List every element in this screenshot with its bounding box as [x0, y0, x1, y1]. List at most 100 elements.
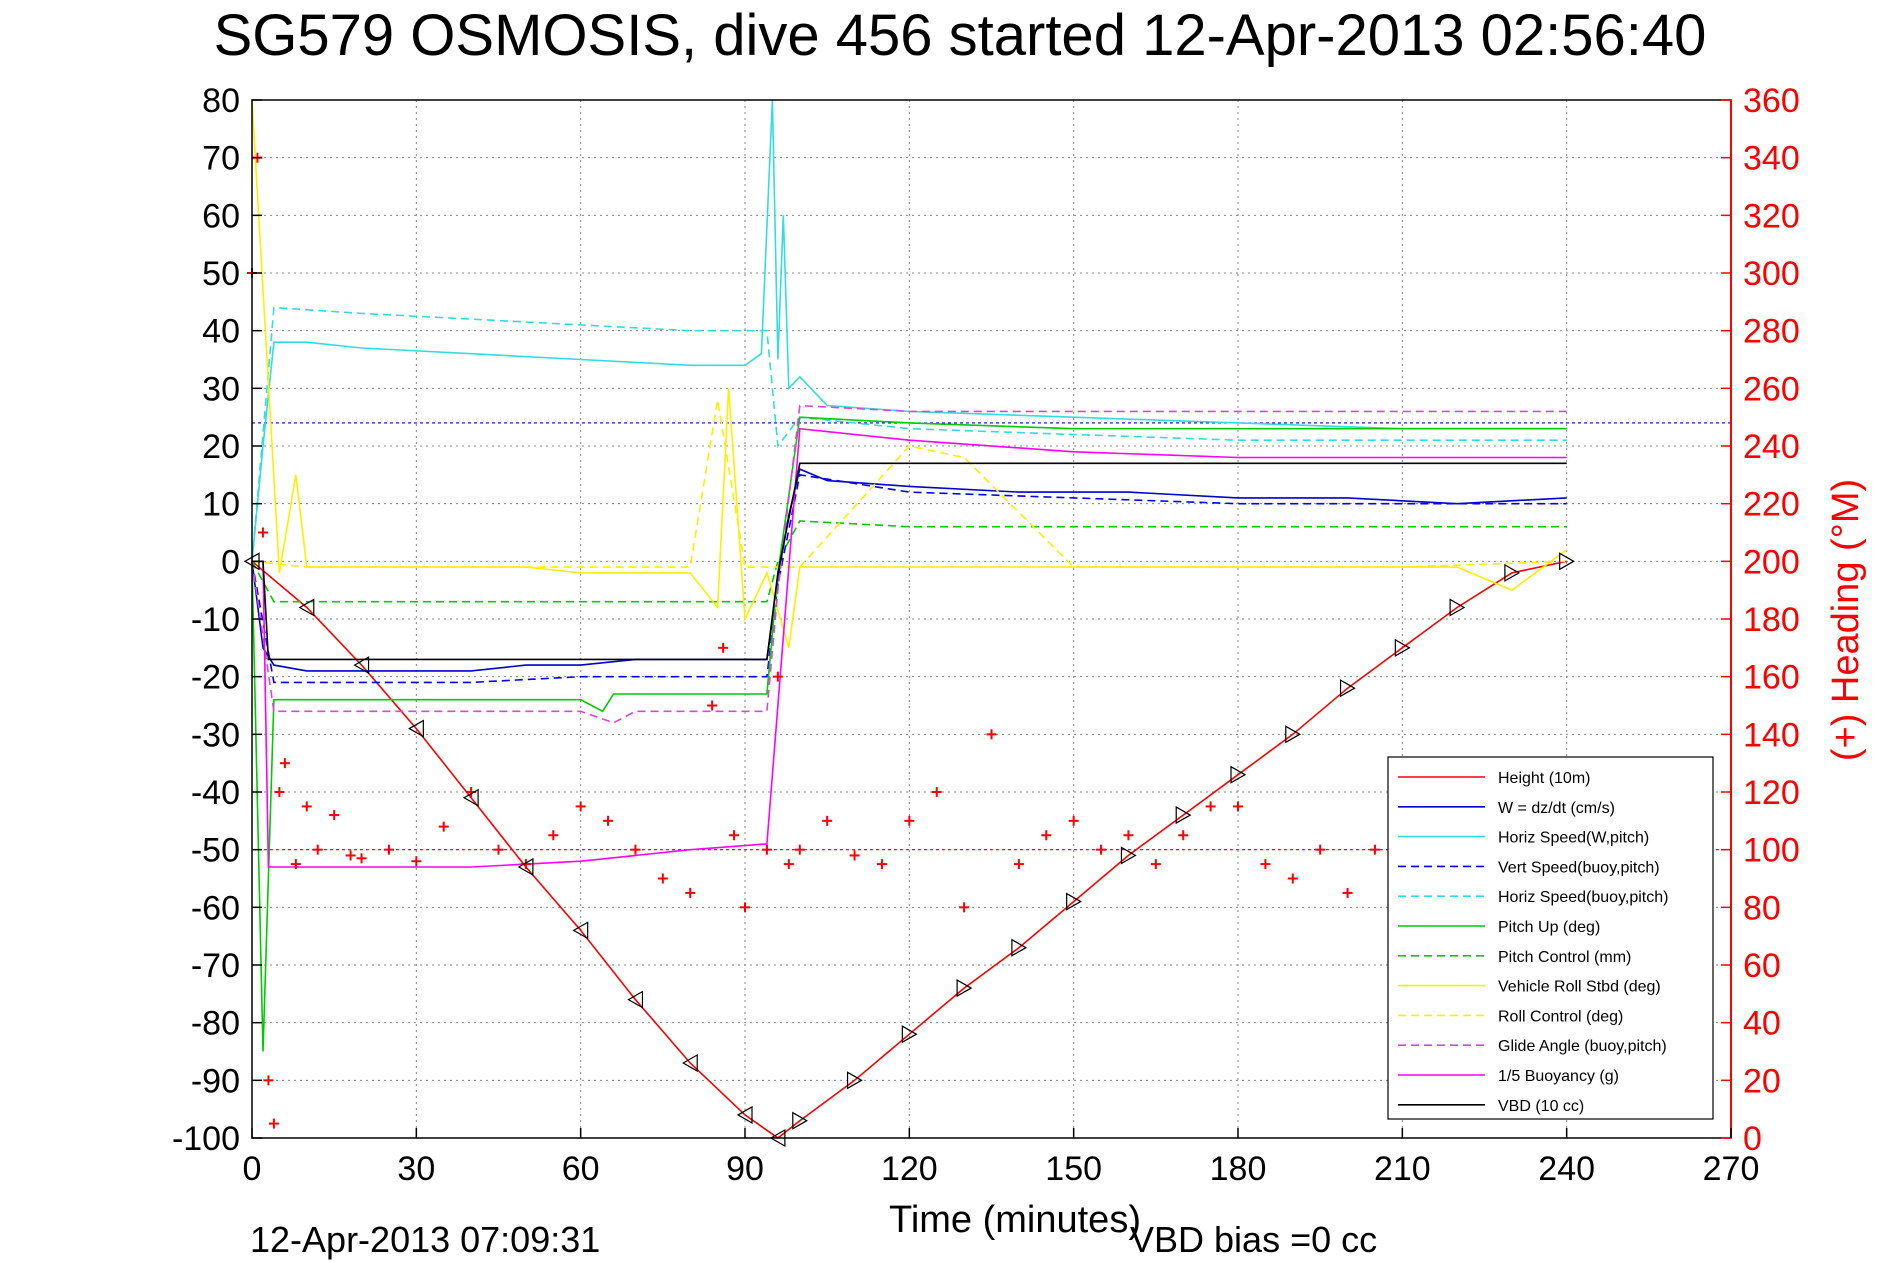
- legend-label: Glide Angle (buoy,pitch): [1498, 1038, 1667, 1055]
- y-tick-label: 20: [202, 428, 240, 466]
- y-tick-label: 40: [202, 313, 240, 351]
- x-tick-label: 240: [1538, 1150, 1595, 1188]
- y-right-tick-label: 240: [1743, 428, 1800, 466]
- height-marker: [462, 788, 479, 807]
- heading-point: [1068, 815, 1079, 826]
- heading-point: [1096, 844, 1107, 855]
- height-marker: [1504, 563, 1521, 582]
- heading-point: [707, 700, 718, 711]
- y-right-tick-label: 220: [1743, 486, 1800, 524]
- heading-point: [849, 850, 860, 861]
- height-marker: [956, 979, 973, 998]
- y-right-tick-label: 100: [1743, 832, 1800, 870]
- height-marker: [1285, 725, 1301, 744]
- height-marker: [408, 719, 424, 738]
- heading-point: [822, 815, 833, 826]
- heading-point: [1178, 830, 1189, 841]
- legend-entry: W = dz/dt (cm/s): [1398, 800, 1615, 817]
- y-tick-label: -40: [191, 774, 240, 812]
- height-marker: [1230, 765, 1247, 784]
- legend-label: 1/5 Buoyancy (g): [1498, 1068, 1619, 1085]
- legend-entry: Glide Angle (buoy,pitch): [1398, 1038, 1667, 1055]
- y-tick-label: 50: [202, 255, 240, 293]
- legend-label: Vehicle Roll Stbd (deg): [1498, 979, 1661, 996]
- y-tick-label: -30: [191, 716, 240, 754]
- legend-entry: Horiz Speed(buoy,pitch): [1398, 889, 1668, 906]
- heading-point: [1150, 859, 1161, 870]
- heading-point: [268, 1118, 279, 1129]
- legend: Height (10m) W = dz/dt (cm/s) Horiz Speed(…: [1387, 756, 1714, 1120]
- heading-point: [657, 873, 668, 884]
- series-line-5: [251, 416, 1567, 1052]
- heading-point: [1260, 859, 1271, 870]
- y-right-tick-label: 360: [1743, 82, 1800, 120]
- height-marker: [627, 990, 644, 1009]
- height-marker: [1559, 552, 1575, 571]
- legend-entry: Horiz Speed(W,pitch): [1398, 830, 1649, 847]
- legend-label: Horiz Speed(W,pitch): [1498, 830, 1649, 847]
- legend-box: [1387, 756, 1714, 1120]
- height-marker: [736, 1105, 753, 1124]
- legend-label: W = dz/dt (cm/s): [1498, 800, 1615, 817]
- heading-point: [904, 815, 915, 826]
- x-tick-label: 0: [243, 1150, 262, 1188]
- heading-point: [685, 887, 696, 898]
- y-tick-label: 30: [202, 370, 240, 408]
- legend-entry: Vehicle Roll Stbd (deg): [1398, 979, 1661, 996]
- heading-point: [493, 844, 504, 855]
- height-marker: [792, 1111, 808, 1130]
- chart-title: SG579 OSMOSIS, dive 456 started 12-Apr-2…: [214, 3, 1707, 68]
- x-axis-ticks: 0 30 60 90 120 150 180 210 240 270: [243, 1128, 1759, 1188]
- heading-point: [783, 859, 794, 870]
- y-right-tick-label: 300: [1743, 255, 1800, 293]
- heading-point: [761, 844, 772, 855]
- legend-entry: Pitch Control (mm): [1398, 949, 1631, 966]
- legend-label: Height (10m): [1498, 770, 1590, 787]
- footer-vbd-bias: VBD bias =0 cc: [1130, 1219, 1377, 1260]
- heading-point: [1233, 801, 1243, 812]
- heading-point: [794, 844, 805, 855]
- y-right-tick-label: 0: [1743, 1120, 1762, 1158]
- y-tick-label: 10: [202, 486, 240, 524]
- right-axis-ticks: 3603403203002802602402202001801601401201…: [1721, 82, 1800, 1158]
- heading-point: [383, 844, 394, 855]
- legend-entry: Roll Control (deg): [1398, 1008, 1623, 1025]
- y-right-tick-label: 80: [1743, 889, 1781, 927]
- y-tick-label: -60: [191, 889, 240, 927]
- y-tick-label: -70: [191, 947, 240, 985]
- x-tick-label: 120: [881, 1150, 938, 1188]
- y-tick-label: 60: [202, 197, 240, 235]
- legend-entry: Vert Speed(buoy,pitch): [1398, 859, 1660, 876]
- series-line-8: [251, 399, 1567, 568]
- height-marker: [353, 656, 370, 675]
- y-tick-label: 80: [202, 82, 240, 120]
- y-right-tick-label: 40: [1743, 1005, 1781, 1043]
- heading-point: [1013, 859, 1024, 870]
- y-right-tick-label: 280: [1743, 313, 1800, 351]
- series-line-9: [251, 404, 1567, 724]
- y-right-tick-label: 320: [1743, 197, 1800, 235]
- legend-entry: 1/5 Buoyancy (g): [1398, 1068, 1619, 1085]
- height-marker: [572, 921, 589, 940]
- series-line-6: [251, 520, 1567, 603]
- heading-point: [931, 787, 942, 797]
- heading-point: [575, 801, 586, 812]
- height-marker: [1339, 679, 1356, 698]
- series-line-11: [252, 462, 1567, 661]
- legend-label: Vert Speed(buoy,pitch): [1498, 859, 1660, 876]
- heading-point: [718, 642, 729, 653]
- y-tick-label: -10: [191, 601, 240, 639]
- heading-point: [279, 758, 290, 769]
- heading-point: [876, 859, 887, 870]
- y-right-tick-label: 340: [1743, 140, 1800, 178]
- heading-point: [740, 902, 750, 913]
- heading-point: [312, 844, 323, 855]
- height-marker: [846, 1071, 863, 1090]
- heading-point: [986, 729, 997, 740]
- height-marker: [682, 1053, 698, 1073]
- height-marker: [901, 1025, 918, 1044]
- y-tick-label: -90: [191, 1062, 240, 1100]
- y-right-tick-label: 160: [1743, 659, 1800, 697]
- y-tick-label: -80: [191, 1005, 240, 1043]
